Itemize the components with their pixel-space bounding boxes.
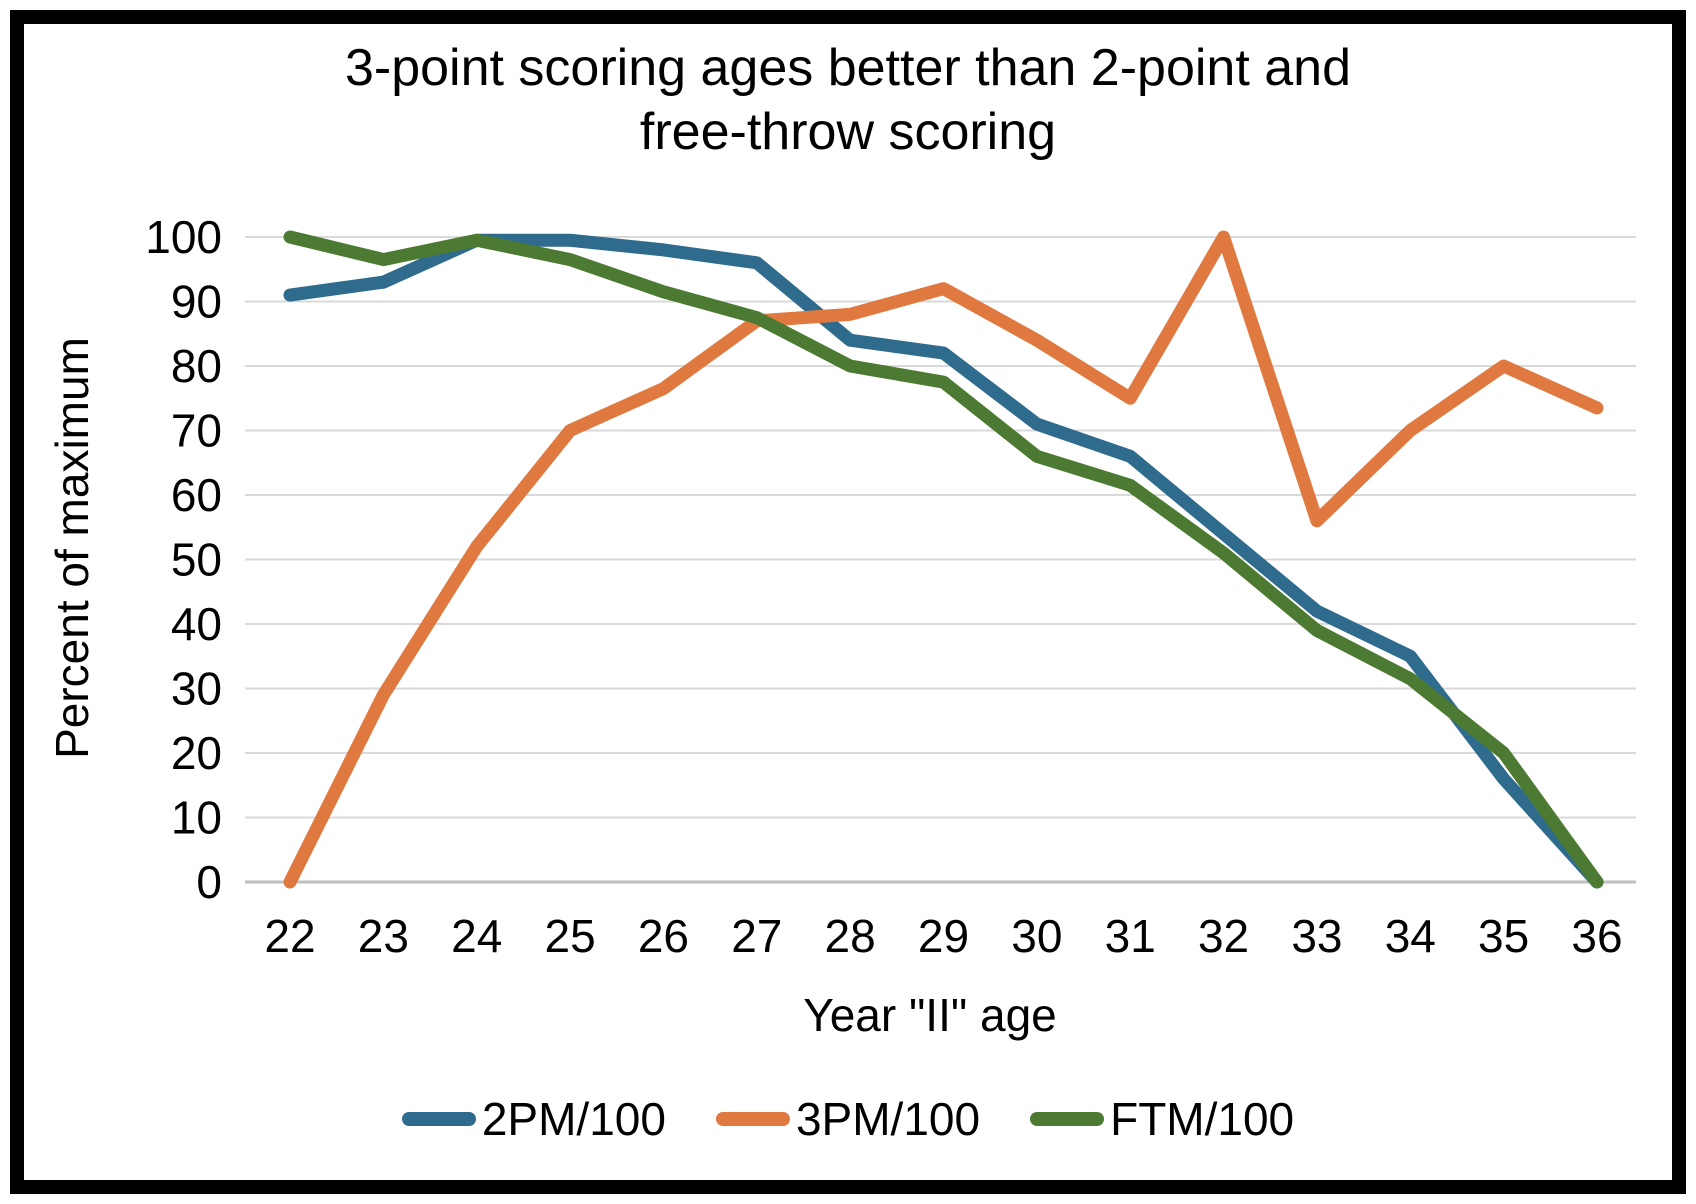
y-tick-label: 70 (171, 405, 222, 457)
x-tick-label: 29 (918, 910, 969, 962)
legend-item-3pm: 3PM/100 (715, 1093, 981, 1145)
y-tick-label: 60 (171, 469, 222, 521)
y-tick-label: 20 (171, 727, 222, 779)
legend-swatch-3pm (715, 1112, 790, 1126)
y-tick-label: 30 (171, 663, 222, 715)
y-tick-label: 50 (171, 534, 222, 586)
x-tick-label: 32 (1198, 910, 1249, 962)
y-tick-label: 80 (171, 340, 222, 392)
x-tick-label: 35 (1478, 910, 1529, 962)
chart-title-line1: 3-point scoring ages better than 2-point… (344, 39, 1351, 97)
legend-swatch-ftm (1030, 1112, 1105, 1126)
series-line-FTM-100 (283, 230, 1604, 889)
legend: 2PM/100 3PM/100 FTM/100 (0, 1096, 1696, 1142)
legend-label-2pm: 2PM/100 (481, 1093, 666, 1145)
y-tick-label: 0 (196, 856, 222, 908)
x-tick-label: 28 (825, 910, 876, 962)
legend-swatch-2pm (401, 1112, 476, 1126)
x-tick-label: 26 (638, 910, 689, 962)
chart-title-line2: free-throw scoring (639, 103, 1057, 161)
y-tick-label: 100 (145, 211, 222, 263)
y-axis-title: Percent of maximum (46, 337, 98, 759)
y-tick-label: 10 (171, 792, 222, 844)
legend-item-ftm: FTM/100 (1030, 1096, 1294, 1142)
x-tick-label: 22 (264, 910, 315, 962)
series-line-2PM-100 (283, 233, 1604, 889)
x-tick-label: 36 (1571, 910, 1622, 962)
chart-title: 3-point scoring ages better than 2-point… (0, 36, 1696, 164)
series-line-3PM-100 (283, 230, 1604, 889)
x-tick-label: 23 (358, 910, 409, 962)
y-tick-label: 90 (171, 276, 222, 328)
legend-item-2pm: 2PM/100 (401, 1093, 666, 1145)
y-tick-label: 40 (171, 598, 222, 650)
x-tick-label: 34 (1385, 910, 1436, 962)
x-tick-label: 31 (1105, 910, 1156, 962)
x-tick-label: 25 (544, 910, 595, 962)
x-tick-label: 33 (1291, 910, 1342, 962)
x-tick-label: 27 (731, 910, 782, 962)
x-axis-title: Year "II" age (803, 989, 1057, 1041)
x-tick-label: 30 (1011, 910, 1062, 962)
legend-label-3pm: 3PM/100 (795, 1093, 981, 1145)
legend-label-ftm: FTM/100 (1110, 1093, 1295, 1145)
x-tick-label: 24 (451, 910, 502, 962)
figure-border (10, 10, 1686, 1194)
